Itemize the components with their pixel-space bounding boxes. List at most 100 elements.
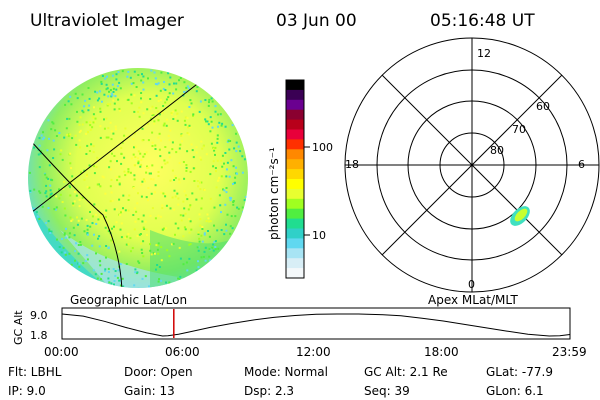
speckle-dot (99, 110, 102, 113)
speckle-dot (92, 151, 95, 154)
speckle-dot (150, 172, 152, 175)
speckle-dot (231, 124, 234, 127)
speckle-dot (183, 207, 186, 210)
speckle-dot (134, 164, 137, 167)
speckle-dot (119, 263, 122, 266)
speckle-dot (232, 165, 235, 168)
speckle-dot (174, 115, 177, 118)
colorbar-cell (286, 129, 304, 140)
speckle-dot (148, 172, 151, 175)
speckle-dot (220, 159, 223, 162)
speckle-dot (135, 86, 138, 88)
speckle-dot (139, 152, 142, 155)
speckle-dot (111, 227, 113, 230)
speckle-dot (87, 109, 90, 112)
speckle-dot (86, 186, 89, 188)
speckle-dot (92, 269, 95, 272)
speckle-dot (212, 165, 215, 168)
speckle-dot (73, 200, 76, 203)
speckle-dot (159, 155, 162, 158)
speckle-dot (110, 178, 113, 181)
speckle-dot (164, 101, 167, 104)
speckle-dot (88, 164, 91, 167)
speckle-dot (219, 113, 222, 116)
speckle-dot (151, 164, 154, 167)
speckle-dot (86, 254, 89, 257)
speckle-dot (139, 233, 142, 235)
speckle-dot (96, 277, 99, 280)
speckle-dot (145, 151, 148, 154)
colorbar-tick-10: 10 (312, 229, 326, 242)
speckle-dot (48, 137, 50, 140)
speckle-dot (153, 252, 156, 255)
speckle-dot (204, 99, 207, 101)
speckle-dot (161, 207, 164, 210)
speckle-dot (29, 191, 32, 193)
speckle-dot (217, 125, 219, 128)
speckle-dot (42, 131, 44, 134)
speckle-dot (172, 242, 175, 245)
speckle-dot (76, 110, 78, 113)
speckle-dot (236, 206, 239, 209)
speckle-dot (99, 125, 102, 128)
speckle-dot (157, 214, 160, 217)
speckle-dot (142, 88, 145, 91)
speckle-dot (190, 228, 193, 231)
speckle-dot (220, 175, 223, 178)
speckle-dot (68, 133, 71, 136)
speckle-dot (227, 140, 230, 143)
speckle-dot (161, 228, 164, 231)
speckle-dot (204, 118, 207, 121)
speckle-dot (142, 214, 145, 217)
speckle-dot (160, 191, 163, 194)
timeline-ytick-low: 1.8 (30, 329, 48, 342)
speckle-dot (59, 193, 62, 196)
speckle-dot (152, 178, 155, 181)
colorbar-cell (286, 238, 304, 249)
speckle-dot (133, 110, 136, 113)
speckle-dot (104, 226, 107, 229)
speckle-dot (41, 138, 44, 141)
speckle-dot (183, 91, 186, 93)
speckle-dot (173, 189, 176, 192)
speckle-dot (111, 74, 114, 77)
speckle-dot (189, 170, 192, 173)
speckle-dot (189, 204, 192, 207)
speckle-dot (177, 277, 180, 280)
lat-label-60: 60 (536, 100, 550, 113)
speckle-dot (107, 267, 110, 270)
speckle-dot (66, 133, 69, 136)
speckle-dot (204, 259, 207, 262)
speckle-dot (216, 229, 219, 232)
speckle-dot (51, 179, 54, 182)
speckle-dot (55, 135, 58, 137)
speckle-dot (182, 235, 185, 238)
speckle-dot (199, 224, 202, 227)
speckle-dot (219, 204, 222, 207)
speckle-dot (143, 228, 146, 230)
speckle-dot (53, 208, 56, 211)
speckle-dot (107, 246, 110, 249)
speckle-dot (188, 124, 191, 127)
speckle-dot (151, 131, 154, 134)
speckle-dot (174, 222, 177, 225)
speckle-dot (132, 186, 135, 189)
colorbar-cell (286, 169, 304, 180)
speckle-dot (162, 105, 165, 107)
speckle-dot (220, 211, 222, 214)
speckle-dot (77, 252, 80, 255)
speckle-dot (169, 76, 172, 79)
speckle-dot (86, 233, 89, 236)
speckle-dot (85, 175, 88, 178)
speckle-dot (178, 181, 181, 184)
speckle-dot (136, 202, 139, 205)
speckle-dot (77, 262, 80, 265)
speckle-dot (119, 279, 122, 282)
speckle-dot (78, 205, 81, 208)
speckle-dot (146, 233, 148, 236)
speckle-dot (138, 115, 141, 118)
speckle-dot (118, 279, 121, 282)
speckle-dot (224, 152, 227, 154)
speckle-dot (83, 230, 86, 233)
speckle-dot (46, 149, 49, 152)
